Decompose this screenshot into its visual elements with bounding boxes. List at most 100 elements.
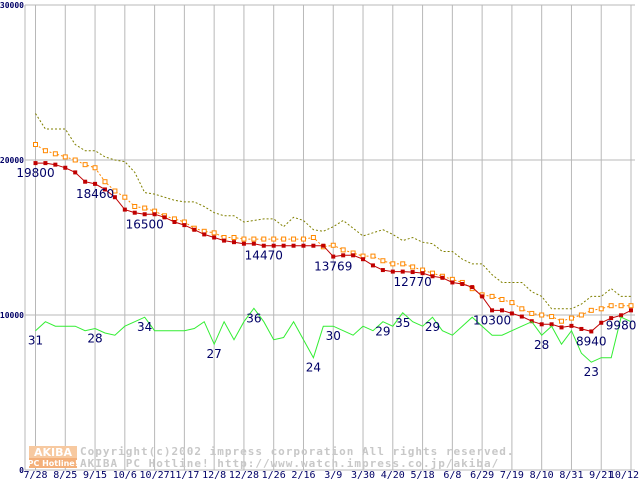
point-min xyxy=(311,243,316,248)
point-average xyxy=(42,148,48,154)
x-axis-ticks: 7/28 8/25 9/15 10/6 10/27 11/17 12/8 12/28 1/26 2… xyxy=(23,470,639,480)
x-tick-label: 7/28 xyxy=(23,470,47,480)
point-min xyxy=(420,271,425,276)
point-average xyxy=(142,205,148,211)
series-group xyxy=(33,113,634,363)
point-average xyxy=(390,261,396,267)
data-label-shops: 28 xyxy=(534,338,549,352)
point-min xyxy=(410,270,415,275)
point-min xyxy=(192,227,197,232)
data-label-shops: 31 xyxy=(28,334,43,348)
point-min xyxy=(112,195,117,200)
data-label-min: 18460 xyxy=(76,187,114,201)
url-watermark: AKIBA PC Hotline! http://www.watch.impre… xyxy=(80,457,499,470)
point-average xyxy=(82,162,88,168)
point-average xyxy=(578,312,584,318)
data-label-min: 16500 xyxy=(126,217,164,231)
data-labels: 19800 18460 16500 14470 13769 12770 10300 8940 9… xyxy=(16,166,636,379)
point-min xyxy=(63,165,68,170)
x-tick-label: 1/26 xyxy=(262,470,286,480)
point-average xyxy=(122,194,128,200)
point-average xyxy=(549,314,555,320)
point-average xyxy=(509,300,515,306)
x-tick-label: 8/10 xyxy=(530,470,554,480)
point-average xyxy=(132,204,138,209)
point-average xyxy=(529,310,535,316)
point-min xyxy=(222,238,227,243)
data-label-shops: 34 xyxy=(137,320,152,334)
x-tick-label: 12/28 xyxy=(229,470,259,480)
data-label-min: 19800 xyxy=(16,166,54,180)
point-average xyxy=(588,307,594,313)
y-tick-label: 20000 xyxy=(0,156,24,165)
series-line-max xyxy=(35,113,631,310)
point-average xyxy=(410,264,416,270)
y-tick-label: 10000 xyxy=(0,311,24,320)
x-tick-label: 2/16 xyxy=(291,470,315,480)
point-min xyxy=(440,275,445,280)
point-average xyxy=(618,303,624,309)
point-average xyxy=(261,236,267,242)
point-min xyxy=(43,161,48,166)
data-label-min: 13769 xyxy=(314,260,352,274)
point-min xyxy=(579,326,584,331)
x-tick-label: 3/30 xyxy=(351,470,375,480)
data-label-min: 12770 xyxy=(394,275,432,289)
point-min xyxy=(321,243,326,248)
logo-top-bg xyxy=(29,446,77,458)
data-label-min: 14470 xyxy=(245,249,283,263)
point-average xyxy=(281,236,287,242)
point-average xyxy=(231,235,237,240)
point-min xyxy=(291,243,296,248)
point-average xyxy=(568,315,574,321)
point-min xyxy=(232,240,236,245)
x-tick-label: 8/31 xyxy=(559,470,583,480)
point-min xyxy=(73,170,78,175)
data-label-shops: 28 xyxy=(87,331,102,345)
data-label-min: 10300 xyxy=(473,313,511,327)
point-min xyxy=(549,322,554,327)
x-tick-label: 8/25 xyxy=(53,470,77,480)
x-tick-label: 9/15 xyxy=(83,470,107,480)
point-min xyxy=(430,274,435,279)
x-tick-label: 9/21 xyxy=(589,470,613,480)
series-line-shops xyxy=(35,307,632,363)
point-average xyxy=(211,230,217,236)
data-label-shops: 29 xyxy=(375,325,390,339)
data-label-min: 9980 xyxy=(606,318,637,332)
data-label-shops: 30 xyxy=(326,329,341,343)
point-average xyxy=(519,306,525,312)
point-average xyxy=(102,179,108,185)
point-min xyxy=(212,235,217,240)
point-min xyxy=(271,243,276,248)
x-tick-label: 6/29 xyxy=(470,470,494,480)
y-axis-ticks: 0 10000 20000 30000 xyxy=(0,1,24,475)
point-min xyxy=(490,308,495,313)
logo-bottom-bg xyxy=(29,458,77,468)
point-average xyxy=(33,142,38,147)
point-min xyxy=(142,212,147,217)
point-min xyxy=(629,308,633,313)
y-tick-label: 0 xyxy=(19,466,24,475)
point-min xyxy=(241,241,246,246)
point-min xyxy=(390,269,395,274)
point-min xyxy=(261,243,266,248)
point-min xyxy=(182,223,187,228)
point-min xyxy=(569,323,574,328)
point-average xyxy=(499,297,505,302)
y-tick-label: 30000 xyxy=(0,1,24,10)
point-average xyxy=(370,253,376,259)
point-average xyxy=(72,157,78,163)
x-tick-label: 11/17 xyxy=(169,470,199,480)
point-min xyxy=(301,243,306,248)
point-average xyxy=(291,236,297,242)
point-average xyxy=(598,306,604,312)
point-min xyxy=(102,187,107,192)
point-min xyxy=(450,280,455,285)
point-average xyxy=(489,293,495,299)
point-min xyxy=(132,210,137,215)
grid xyxy=(24,4,635,471)
point-min xyxy=(480,294,485,299)
data-label-shops: 27 xyxy=(207,347,222,361)
data-label-min: 8940 xyxy=(576,334,607,348)
